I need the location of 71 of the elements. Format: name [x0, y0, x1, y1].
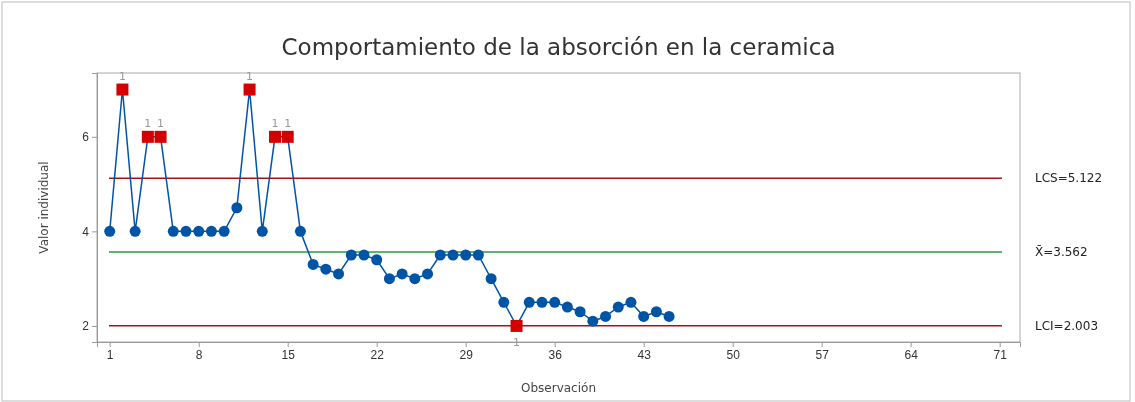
- annotation: 1: [118, 69, 126, 83]
- point: [638, 310, 650, 322]
- x-tick-label: 57: [815, 347, 830, 362]
- ref-line-label: LCI=2.003: [1035, 318, 1099, 333]
- point: [396, 268, 408, 280]
- point: [129, 225, 141, 237]
- ref-line-label: X̄=3.562: [1035, 244, 1088, 260]
- x-tick-label: 22: [370, 347, 385, 362]
- chart-title: Comportamiento de la absorción en la ceramica: [281, 34, 836, 60]
- point: [422, 268, 434, 280]
- point: [612, 301, 624, 313]
- point: [104, 225, 116, 237]
- point: [268, 130, 281, 143]
- point: [167, 225, 179, 237]
- x-tick-label: 1: [106, 347, 114, 362]
- point: [294, 225, 306, 237]
- x-tick-label: 43: [637, 347, 652, 362]
- y-tick-label: 6: [82, 130, 90, 145]
- point: [154, 130, 167, 143]
- point: [218, 225, 230, 237]
- point: [243, 83, 256, 96]
- point: [180, 225, 192, 237]
- annotation: 1: [284, 116, 292, 130]
- point: [625, 296, 637, 308]
- annotation: 1: [157, 116, 165, 130]
- point: [587, 315, 599, 327]
- annotation: 1: [271, 116, 279, 130]
- point: [116, 83, 129, 96]
- annotation: 1: [144, 116, 152, 130]
- point: [383, 273, 395, 285]
- point: [574, 306, 586, 318]
- point: [523, 296, 535, 308]
- x-tick-label: 50: [726, 347, 741, 362]
- point: [345, 249, 357, 261]
- point: [447, 249, 459, 261]
- x-tick-label: 36: [548, 347, 563, 362]
- ref-line-label: LCS=5.122: [1035, 171, 1103, 186]
- y-tick-label: 2: [82, 319, 90, 334]
- x-tick-label: 15: [281, 347, 296, 362]
- point: [371, 254, 383, 266]
- point: [281, 130, 294, 143]
- point: [600, 310, 612, 322]
- point: [650, 306, 662, 318]
- point: [141, 130, 154, 143]
- annotation: 1: [246, 69, 254, 83]
- y-tick-label: 4: [82, 224, 90, 239]
- point: [536, 296, 548, 308]
- point: [320, 263, 332, 275]
- point: [409, 273, 421, 285]
- point: [663, 310, 675, 322]
- point: [460, 249, 472, 261]
- x-tick-label: 64: [904, 347, 919, 362]
- point: [231, 202, 243, 214]
- point: [561, 301, 573, 313]
- point: [256, 225, 268, 237]
- x-axis-title: Observación: [521, 381, 596, 395]
- point: [333, 268, 345, 280]
- x-tick-label: 71: [993, 347, 1008, 362]
- y-axis-title: Valor individual: [37, 161, 51, 254]
- point: [510, 319, 523, 332]
- point: [358, 249, 370, 261]
- point: [472, 249, 484, 261]
- point: [485, 273, 497, 285]
- x-tick-label: 29: [459, 347, 474, 362]
- point: [307, 258, 319, 270]
- point: [205, 225, 217, 237]
- point: [193, 225, 205, 237]
- point: [434, 249, 446, 261]
- point: [498, 296, 510, 308]
- x-tick-label: 8: [195, 347, 203, 362]
- point: [549, 296, 561, 308]
